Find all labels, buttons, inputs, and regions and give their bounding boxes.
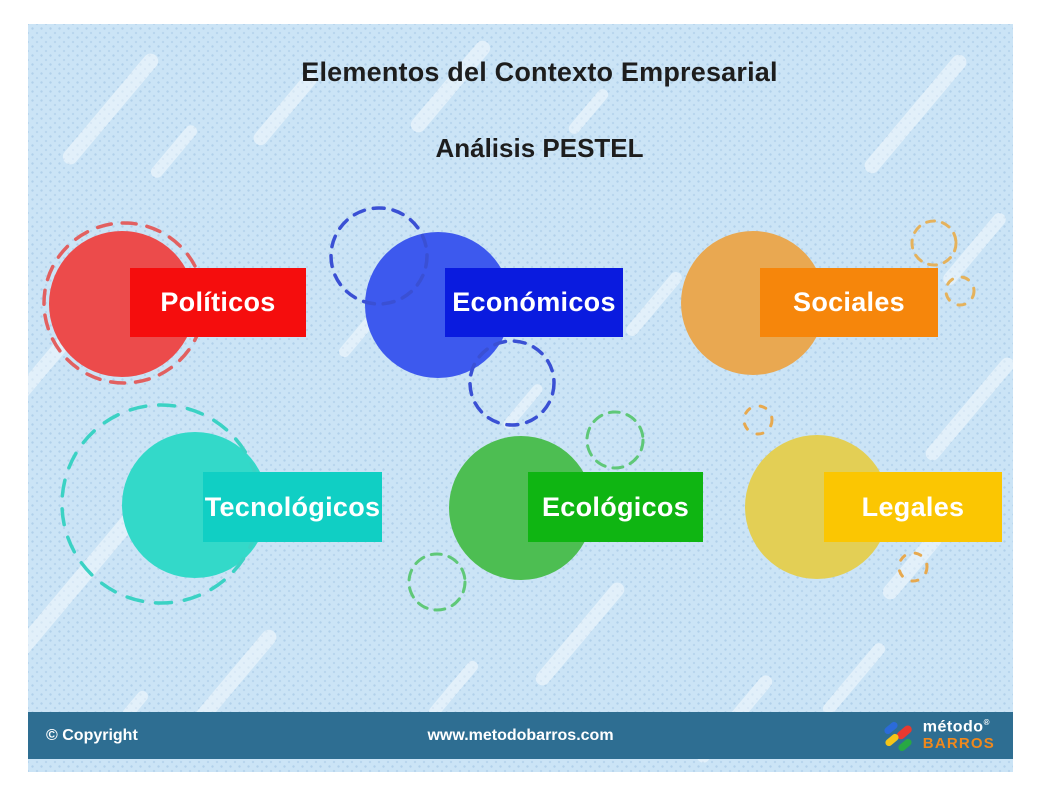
politicos-label: Políticos bbox=[130, 268, 306, 337]
legales-dashed-circle-bottom bbox=[897, 551, 929, 583]
economicos-dashed-circle-top bbox=[329, 206, 429, 306]
tecnologicos-label-text: Tecnológicos bbox=[204, 491, 381, 522]
header: Elementos del Contexto Empresarial Análi… bbox=[47, 24, 1013, 164]
sociales-label-text: Sociales bbox=[793, 287, 905, 317]
website-url: www.metodobarros.com bbox=[427, 726, 614, 744]
ecologicos-label-text: Ecológicos bbox=[541, 491, 690, 522]
slide-panel: Elementos del Contexto Empresarial Análi… bbox=[28, 24, 1013, 772]
metodo-barros-logo: método® BARROS bbox=[882, 717, 995, 755]
ecologicos-dashed-circle-bottom bbox=[407, 552, 467, 612]
footer-bar: © Copyright www.metodobarros.com método®… bbox=[28, 712, 1013, 759]
sociales-label: Sociales bbox=[760, 268, 938, 337]
legales-dashed-circle-top bbox=[742, 404, 774, 436]
politicos-label-text: Políticos bbox=[160, 287, 276, 317]
sociales-dashed-circle-top bbox=[910, 219, 958, 267]
economicos-label: Económicos bbox=[445, 268, 623, 337]
background-stripe bbox=[623, 269, 685, 339]
page-subtitle: Análisis PESTEL bbox=[435, 133, 644, 163]
background-stripe bbox=[426, 658, 481, 720]
legales-label-text: Legales bbox=[861, 491, 965, 522]
logo-name-top: método® bbox=[922, 718, 990, 736]
legales-label: Legales bbox=[824, 472, 1002, 542]
background-stripe bbox=[532, 579, 628, 689]
ecologicos-dashed-circle-top bbox=[585, 410, 645, 470]
logo-wordmark: método® BARROS bbox=[922, 718, 995, 753]
four-bars-diamond-logo-icon bbox=[884, 721, 912, 751]
background-stripe bbox=[922, 354, 1013, 464]
ecologicos-label: Ecológicos bbox=[528, 472, 703, 542]
page-title: Elementos del Contexto Empresarial bbox=[301, 57, 778, 87]
logo-name-bottom: BARROS bbox=[922, 735, 995, 753]
background-stripe bbox=[820, 640, 888, 718]
economicos-dashed-circle-bottom bbox=[468, 339, 556, 427]
registered-mark: ® bbox=[983, 718, 990, 728]
sociales-dashed-circle-small bbox=[944, 275, 976, 307]
copyright-text: © Copyright bbox=[46, 726, 138, 744]
economicos-label-text: Económicos bbox=[452, 287, 616, 317]
tecnologicos-label: Tecnológicos bbox=[203, 472, 382, 542]
